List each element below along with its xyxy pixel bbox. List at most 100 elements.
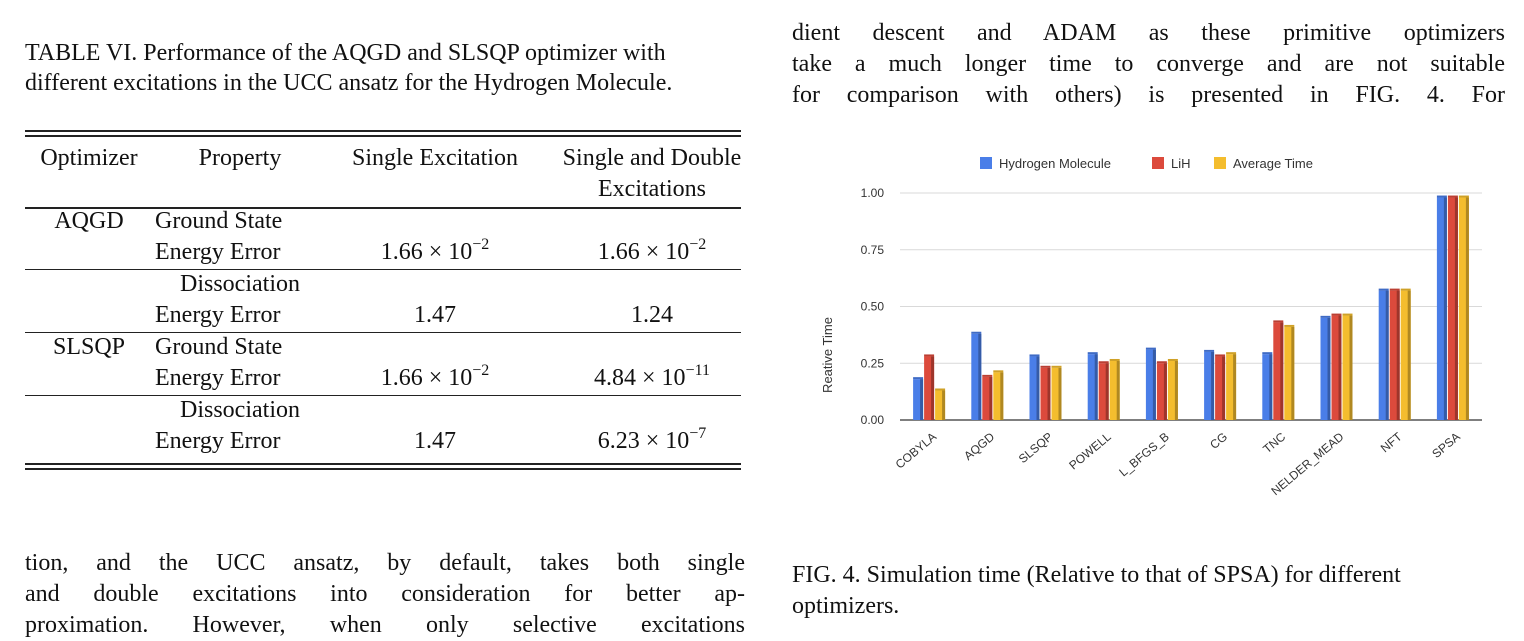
header-double-line1: Single and Double xyxy=(562,145,742,171)
bar-top-POWELL-2 xyxy=(1109,358,1120,361)
row4-double: 6.23 × 10−7 xyxy=(597,425,707,455)
right-para-line2: take a much longer time to converge and … xyxy=(792,51,1505,77)
bar-NELDER_MEAD-1 xyxy=(1331,315,1342,420)
bar-top-CG-0 xyxy=(1204,349,1215,352)
row3-rule xyxy=(25,395,741,396)
bar-side-AQGD-0 xyxy=(978,333,982,420)
row1-prop2: Energy Error xyxy=(155,239,281,265)
header-single: Single Excitation xyxy=(352,145,518,171)
bar-side-TNC-2 xyxy=(1291,326,1295,420)
y-tick-label-3: 0.75 xyxy=(861,243,885,257)
left-body-paragraph: tion, and the UCC ansatz, by default, ta… xyxy=(25,548,745,641)
bar-top-NELDER_MEAD-0 xyxy=(1320,315,1331,318)
row3-prop1: Ground State xyxy=(155,334,283,360)
header-double-line2: Excitations xyxy=(598,176,706,202)
row3-double: 4.84 × 10−11 xyxy=(594,362,710,392)
bar-side-NELDER_MEAD-1 xyxy=(1338,315,1342,420)
bar-POWELL-0 xyxy=(1087,354,1098,420)
bar-side-SLSQP-0 xyxy=(1036,356,1040,420)
bar-NFT-1 xyxy=(1389,290,1400,420)
bar-NELDER_MEAD-0 xyxy=(1320,317,1331,420)
bar-top-SLSQP-1 xyxy=(1040,365,1051,368)
bar-top-CG-1 xyxy=(1215,354,1226,357)
chart-bars xyxy=(913,195,1469,420)
bar-side-POWELL-1 xyxy=(1105,363,1109,420)
bar-side-SPSA-1 xyxy=(1454,197,1458,420)
bar-CG-0 xyxy=(1204,351,1215,420)
bar-SLSQP-1 xyxy=(1040,367,1051,420)
bar-COBYLA-0 xyxy=(913,379,924,420)
right-para-line3: for comparison with others) is presented… xyxy=(792,82,1505,108)
bar-top-NFT-0 xyxy=(1378,288,1389,291)
x-tick-label-8: NFT xyxy=(1378,429,1405,455)
chart-legend: Hydrogen Molecule LiH Average Time xyxy=(980,156,1313,171)
x-tick-label-1: AQGD xyxy=(961,429,997,463)
bar-side-SLSQP-1 xyxy=(1047,367,1051,420)
figure-caption: FIG. 4. Simulation time (Relative to tha… xyxy=(792,562,1401,619)
bar-top-POWELL-0 xyxy=(1087,352,1098,355)
bar-side-POWELL-0 xyxy=(1094,354,1098,420)
bar-side-NFT-1 xyxy=(1396,290,1400,420)
bar-side-TNC-1 xyxy=(1280,322,1284,420)
bar-side-COBYLA-1 xyxy=(931,356,935,420)
right-body-paragraph: dient descent and ADAM as these primitiv… xyxy=(792,18,1505,111)
row1-double: 1.66 × 10−2 xyxy=(597,236,707,266)
bar-top-TNC-0 xyxy=(1262,352,1273,355)
row3-prop2: Energy Error xyxy=(155,365,281,391)
bar-AQGD-1 xyxy=(982,376,993,420)
bar-side-AQGD-2 xyxy=(1000,372,1004,420)
bar-top-CG-2 xyxy=(1226,352,1237,355)
bar-AQGD-0 xyxy=(971,333,982,420)
table-bottom-rule-2 xyxy=(25,468,741,470)
legend-swatch-2 xyxy=(1214,157,1226,169)
bar-side-NFT-2 xyxy=(1407,290,1411,420)
simulation-time-bar-chart: Hydrogen Molecule LiH Average Time 0.00 0.2… xyxy=(820,156,1482,498)
bar-top-SPSA-0 xyxy=(1436,195,1447,198)
row3-optimizer: SLSQP xyxy=(52,334,126,360)
bar-top-L_BFGS_B-1 xyxy=(1156,361,1167,364)
legend-label-1: LiH xyxy=(1171,156,1191,171)
y-axis-label: Reative Time xyxy=(820,317,835,393)
bar-AQGD-2 xyxy=(993,372,1004,420)
bar-top-SPSA-1 xyxy=(1447,195,1458,198)
y-axis-ticks: 0.00 0.25 0.50 0.75 1.00 xyxy=(861,186,885,427)
bar-top-TNC-1 xyxy=(1273,320,1284,323)
x-axis-ticks: COBYLA AQGD SLSQP POWELL L_BFGS_B CG TNCNELDER… xyxy=(893,429,1463,498)
y-tick-label-4: 1.00 xyxy=(861,186,885,200)
bar-TNC-0 xyxy=(1262,354,1273,420)
row2-prop2: Energy Error xyxy=(155,302,281,328)
bar-SPSA-1 xyxy=(1447,197,1458,420)
row1-prop1: Ground State xyxy=(155,208,283,234)
bar-top-SLSQP-0 xyxy=(1029,354,1040,357)
header-rule xyxy=(25,207,741,209)
y-tick-label-1: 0.25 xyxy=(861,356,885,370)
bar-top-L_BFGS_B-2 xyxy=(1167,358,1178,361)
bar-SLSQP-0 xyxy=(1029,356,1040,420)
table-top-rule xyxy=(25,130,741,132)
bar-side-CG-2 xyxy=(1233,354,1237,420)
x-tick-label-5: CG xyxy=(1207,430,1230,452)
bar-side-CG-0 xyxy=(1211,351,1215,420)
left-para-line3: proximation. However, when only selectiv… xyxy=(25,612,745,638)
row3-single: 1.66 × 10−2 xyxy=(380,362,490,392)
table-caption: TABLE VI. Performance of the AQGD and SL… xyxy=(25,40,673,96)
bar-side-L_BFGS_B-1 xyxy=(1163,363,1167,420)
bar-NELDER_MEAD-2 xyxy=(1342,315,1353,420)
bar-top-TNC-2 xyxy=(1284,324,1295,327)
x-tick-label-3: POWELL xyxy=(1066,429,1114,472)
row1-optimizer: AQGD xyxy=(54,208,124,234)
bar-CG-1 xyxy=(1215,356,1226,420)
right-para-line1: dient descent and ADAM as these primitiv… xyxy=(792,20,1505,46)
row2-rule xyxy=(25,332,741,333)
bar-TNC-1 xyxy=(1273,322,1284,420)
bar-top-COBYLA-2 xyxy=(935,388,946,391)
row4-prop2: Energy Error xyxy=(155,428,281,454)
bar-side-AQGD-1 xyxy=(989,376,993,420)
bar-side-COBYLA-0 xyxy=(920,379,924,420)
header-property: Property xyxy=(198,145,282,171)
y-tick-label-2: 0.50 xyxy=(861,300,885,314)
header-optimizer: Optimizer xyxy=(40,145,138,171)
bar-side-NFT-0 xyxy=(1385,290,1389,420)
bar-L_BFGS_B-1 xyxy=(1156,363,1167,420)
bar-SLSQP-2 xyxy=(1051,367,1062,420)
